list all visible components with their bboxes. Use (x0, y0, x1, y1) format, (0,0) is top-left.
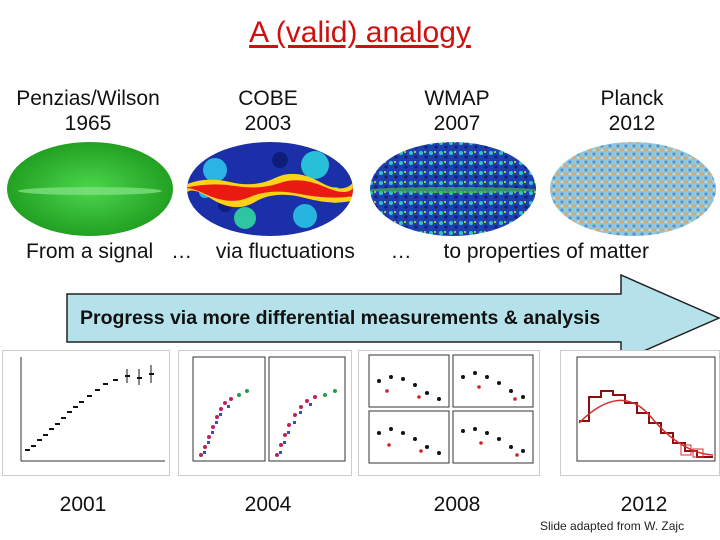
plot-2004-scaled-v2 (178, 350, 352, 476)
experiment-label-cobe: COBE 2003 (183, 86, 353, 136)
experiment-name: WMAP (424, 87, 490, 110)
caption-line: From a signal … via fluctuations … to pr… (26, 240, 649, 264)
plot-year-2001: 2001 (59, 493, 107, 516)
experiment-name: Planck (600, 87, 664, 110)
experiment-year: 2003 (244, 112, 292, 135)
cobe-sky-map (187, 142, 353, 236)
caption-ellipsis: … (390, 240, 412, 263)
caption-signal: From a signal (26, 240, 154, 263)
progress-arrow (66, 274, 720, 362)
experiment-year: 2007 (433, 112, 481, 135)
planck-sky-map (550, 142, 716, 236)
caption-ellipsis: … (171, 240, 193, 263)
penzias-wilson-sky-map (7, 142, 173, 236)
plot-2012-v2-distribution (560, 350, 720, 476)
experiment-label-wmap: WMAP 2007 (372, 86, 542, 136)
slide-title: A (valid) analogy (249, 16, 471, 49)
plot-year-2004: 2004 (244, 493, 292, 516)
experiment-name: Penzias/Wilson (16, 87, 160, 110)
plot-2008-v2-vs-npart (358, 350, 540, 476)
plot-year-2012: 2012 (620, 493, 668, 516)
experiment-year: 2012 (608, 112, 656, 135)
experiment-label-planck: Planck 2012 (547, 86, 717, 136)
plot-year-2008: 2008 (433, 493, 481, 516)
progress-arrow-label: Progress via more differential measureme… (80, 307, 601, 329)
experiment-label-penzias-wilson: Penzias/Wilson 1965 (3, 86, 173, 136)
plot-2001-v2-vs-pt (2, 350, 170, 476)
experiment-name: COBE (238, 87, 298, 110)
experiment-year: 1965 (64, 112, 112, 135)
slide-credit: Slide adapted from W. Zajc (540, 519, 685, 533)
wmap-sky-map (370, 142, 536, 236)
caption-fluctuations: via fluctuations (215, 240, 355, 263)
caption-matter: to properties of matter (443, 240, 649, 263)
